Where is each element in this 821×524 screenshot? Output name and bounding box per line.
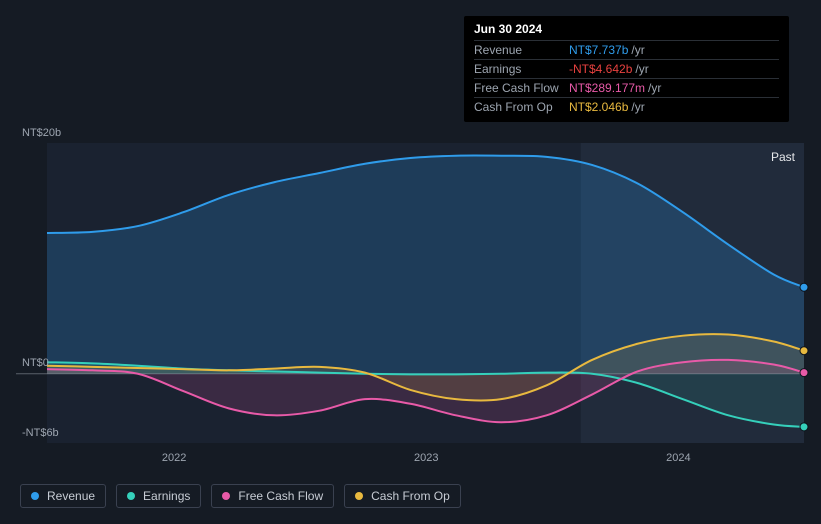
tooltip-row: Cash From OpNT$2.046b/yr bbox=[474, 97, 779, 116]
tooltip-row-suffix: /yr bbox=[631, 100, 644, 114]
tooltip-row-value: NT$7.737b bbox=[569, 43, 628, 57]
y-axis-label: NT$0 bbox=[22, 357, 49, 369]
legend-item[interactable]: Earnings bbox=[116, 484, 201, 508]
tooltip-row-label: Cash From Op bbox=[474, 100, 569, 114]
tooltip-row: Earnings-NT$4.642b/yr bbox=[474, 59, 779, 78]
legend-dot-icon bbox=[355, 492, 363, 500]
tooltip-row: RevenueNT$7.737b/yr bbox=[474, 40, 779, 59]
tooltip-row-label: Free Cash Flow bbox=[474, 81, 569, 95]
legend-label: Earnings bbox=[143, 489, 190, 503]
tooltip-row-suffix: /yr bbox=[631, 43, 644, 57]
x-axis-label: 2023 bbox=[414, 452, 438, 464]
legend-dot-icon bbox=[222, 492, 230, 500]
chart-legend: Revenue Earnings Free Cash Flow Cash From O… bbox=[20, 484, 461, 508]
tooltip-date: Jun 30 2024 bbox=[474, 22, 779, 40]
legend-item[interactable]: Free Cash Flow bbox=[211, 484, 334, 508]
y-axis-label: -NT$6b bbox=[22, 427, 59, 439]
legend-dot-icon bbox=[127, 492, 135, 500]
tooltip-row-suffix: /yr bbox=[648, 81, 661, 95]
legend-item[interactable]: Cash From Op bbox=[344, 484, 461, 508]
tooltip-row-suffix: /yr bbox=[635, 62, 648, 76]
tooltip-row: Free Cash FlowNT$289.177m/yr bbox=[474, 78, 779, 97]
x-axis-label: 2022 bbox=[162, 452, 186, 464]
legend-label: Revenue bbox=[47, 489, 95, 503]
past-label: Past bbox=[771, 150, 795, 164]
x-axis-label: 2024 bbox=[666, 452, 690, 464]
legend-item[interactable]: Revenue bbox=[20, 484, 106, 508]
tooltip-row-label: Revenue bbox=[474, 43, 569, 57]
y-axis-label: NT$20b bbox=[22, 127, 61, 139]
tooltip-row-value: NT$2.046b bbox=[569, 100, 628, 114]
legend-label: Cash From Op bbox=[371, 489, 450, 503]
legend-label: Free Cash Flow bbox=[238, 489, 323, 503]
tooltip-row-value: -NT$4.642b bbox=[569, 62, 632, 76]
tooltip-row-label: Earnings bbox=[474, 62, 569, 76]
legend-dot-icon bbox=[31, 492, 39, 500]
tooltip-row-value: NT$289.177m bbox=[569, 81, 645, 95]
chart-tooltip: Jun 30 2024 RevenueNT$7.737b/yrEarnings-… bbox=[464, 16, 789, 122]
